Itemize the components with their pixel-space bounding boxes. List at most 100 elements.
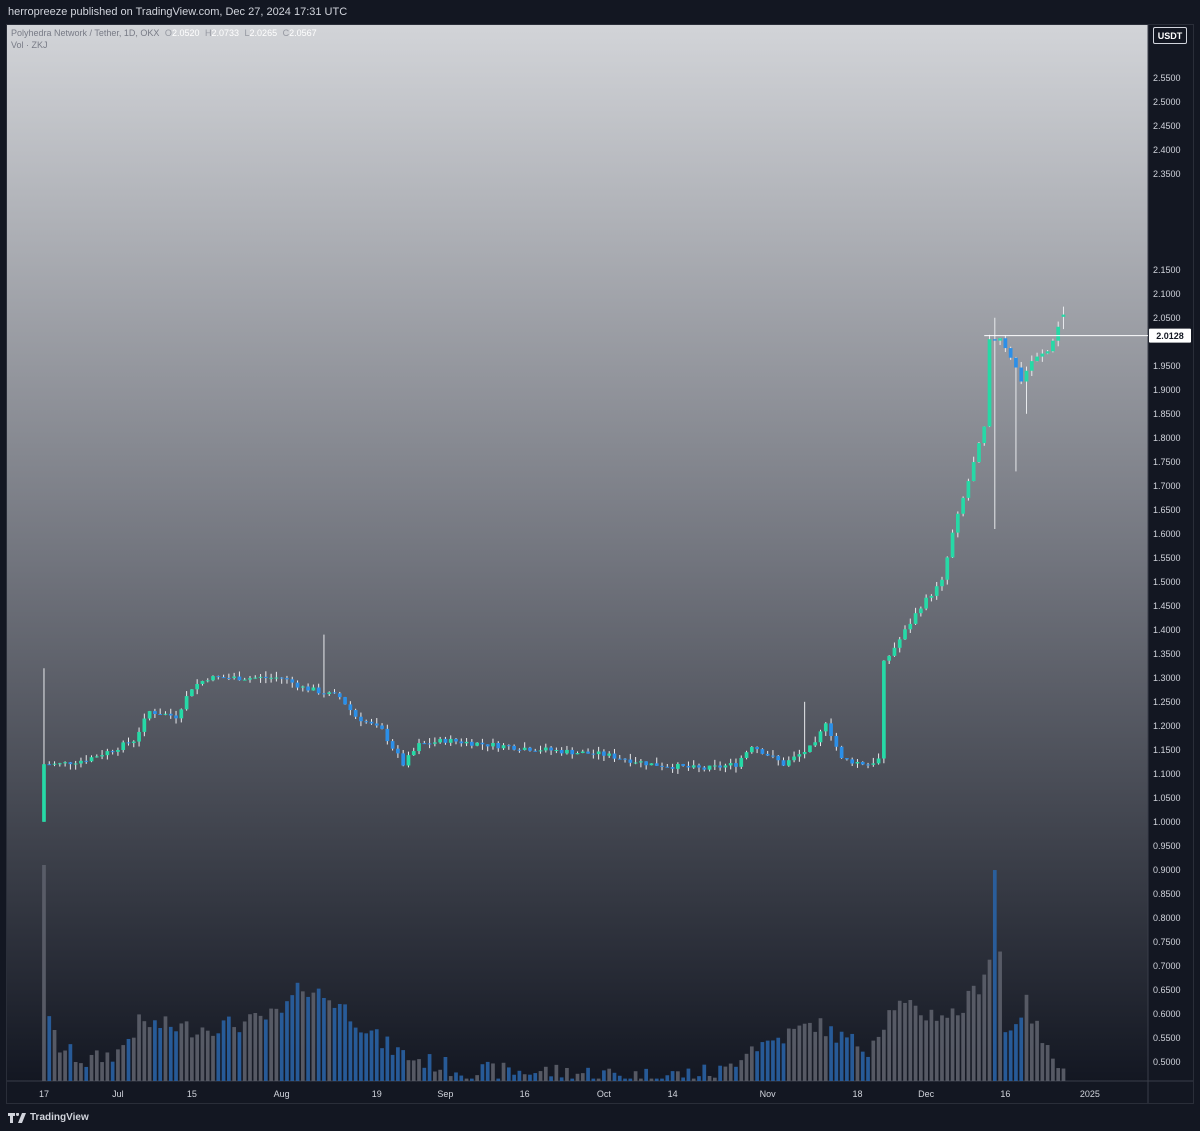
- volume-bar: [385, 1036, 390, 1081]
- chart-legend: Polyhedra Network / Tether, 1D, OKX O2.0…: [11, 27, 317, 51]
- volume-bar: [565, 1067, 569, 1081]
- volume-bar: [813, 1031, 818, 1081]
- candle: [195, 679, 200, 695]
- volume-bar: [987, 959, 992, 1081]
- candle: [1056, 321, 1061, 347]
- candle-body: [676, 764, 680, 769]
- volume-bar: [929, 1009, 934, 1081]
- candle-body: [596, 751, 601, 755]
- candle: [385, 724, 390, 745]
- candle: [506, 744, 511, 750]
- candle: [934, 581, 939, 600]
- volume-bar: [644, 1068, 649, 1081]
- candle-body: [47, 764, 52, 766]
- time-tick-label: Aug: [274, 1089, 290, 1099]
- volume-bar: [448, 1076, 453, 1081]
- candle: [411, 747, 416, 756]
- candle-body: [1061, 314, 1066, 317]
- volume-bar: [248, 1014, 252, 1081]
- candle-body: [580, 751, 585, 754]
- price-tick-label: 1.2000: [1153, 721, 1181, 731]
- volume-bar: [559, 1077, 564, 1081]
- candle: [575, 751, 580, 755]
- candle: [1035, 352, 1039, 362]
- volume-bar: [1061, 1068, 1066, 1081]
- candle-body: [818, 731, 823, 743]
- candle: [232, 672, 236, 680]
- volume-bar: [728, 1063, 733, 1081]
- candle: [300, 685, 305, 692]
- volume-bar: [184, 1021, 189, 1081]
- candle-body: [385, 728, 390, 742]
- candle: [258, 673, 263, 683]
- volume-bar: [343, 1004, 347, 1081]
- volume-bar: [406, 1060, 411, 1081]
- volume-bar: [538, 1071, 543, 1081]
- candle-body: [263, 676, 268, 679]
- candle: [1014, 356, 1018, 472]
- tradingview-logo-icon: [8, 1112, 26, 1123]
- price-axis[interactable]: 2.5500 2.5000 2.4500 2.4000 2.3500 2.1500 2.10…: [1153, 73, 1181, 1067]
- currency-button[interactable]: USDT: [1153, 27, 1187, 44]
- price-tick-label: 0.7000: [1153, 961, 1181, 971]
- time-tick-label: 15: [187, 1089, 197, 1099]
- candle-body: [1045, 351, 1050, 354]
- volume-bar: [1051, 1058, 1055, 1081]
- volume-bar: [596, 1078, 601, 1081]
- candle-body: [153, 711, 157, 715]
- candle-layer: [42, 306, 1066, 822]
- candle-body: [258, 676, 263, 678]
- volume-bar: [316, 988, 321, 1081]
- candle-body: [776, 755, 781, 761]
- volume-bar: [543, 1066, 548, 1081]
- candle-body: [506, 745, 511, 747]
- candle-body: [813, 742, 818, 746]
- candle-body: [876, 758, 881, 764]
- candle-body: [417, 743, 421, 752]
- volume-bar: [253, 1012, 258, 1081]
- candle: [834, 732, 839, 751]
- candle: [316, 683, 321, 695]
- candle-body: [617, 758, 622, 760]
- candle: [63, 761, 67, 767]
- candle: [221, 674, 226, 679]
- price-chart[interactable]: 2.5500 2.5000 2.4500 2.4000 2.3500 2.1500 2.10…: [7, 25, 1194, 1104]
- volume-bar: [575, 1073, 580, 1081]
- candle: [977, 442, 981, 463]
- candle: [253, 675, 258, 679]
- candle: [987, 334, 992, 428]
- candle-body: [221, 677, 226, 679]
- volume-bar: [433, 1071, 437, 1081]
- candle: [998, 338, 1002, 346]
- candle-body: [871, 763, 876, 765]
- candle: [311, 684, 316, 691]
- volume-bar: [42, 865, 46, 1081]
- chart-frame[interactable]: 2.5500 2.5000 2.4500 2.4000 2.3500 2.1500 2.10…: [6, 24, 1194, 1104]
- volume-bar: [100, 1062, 104, 1081]
- volume-bar: [829, 1026, 833, 1081]
- candle-body: [644, 761, 649, 766]
- candle-body: [961, 497, 965, 514]
- candle-body: [168, 713, 173, 716]
- volume-bar: [179, 1023, 184, 1081]
- candle: [903, 625, 907, 640]
- volume-bar: [845, 1037, 849, 1081]
- volume-bar: [517, 1070, 522, 1081]
- price-tick-label: 1.1500: [1153, 745, 1181, 755]
- volume-bar: [702, 1064, 707, 1081]
- candle: [845, 758, 849, 761]
- volume-bar: [855, 1046, 860, 1081]
- candle-body: [242, 679, 247, 681]
- candle: [464, 738, 469, 747]
- volume-bar: [306, 996, 310, 1081]
- candle-body: [728, 763, 733, 766]
- candle-body: [845, 758, 849, 760]
- candle-body: [744, 752, 749, 758]
- candle-body: [855, 761, 860, 764]
- volume-bar: [337, 1004, 342, 1081]
- volume-bar: [850, 1033, 855, 1081]
- candle: [528, 746, 532, 752]
- price-tick-label: 2.3500: [1153, 169, 1181, 179]
- time-axis[interactable]: 17 Jul 15 Aug 19 Sep 16 Oct 14 Nov 18 Dec 16 2025: [39, 1089, 1100, 1099]
- candle-body: [274, 677, 279, 679]
